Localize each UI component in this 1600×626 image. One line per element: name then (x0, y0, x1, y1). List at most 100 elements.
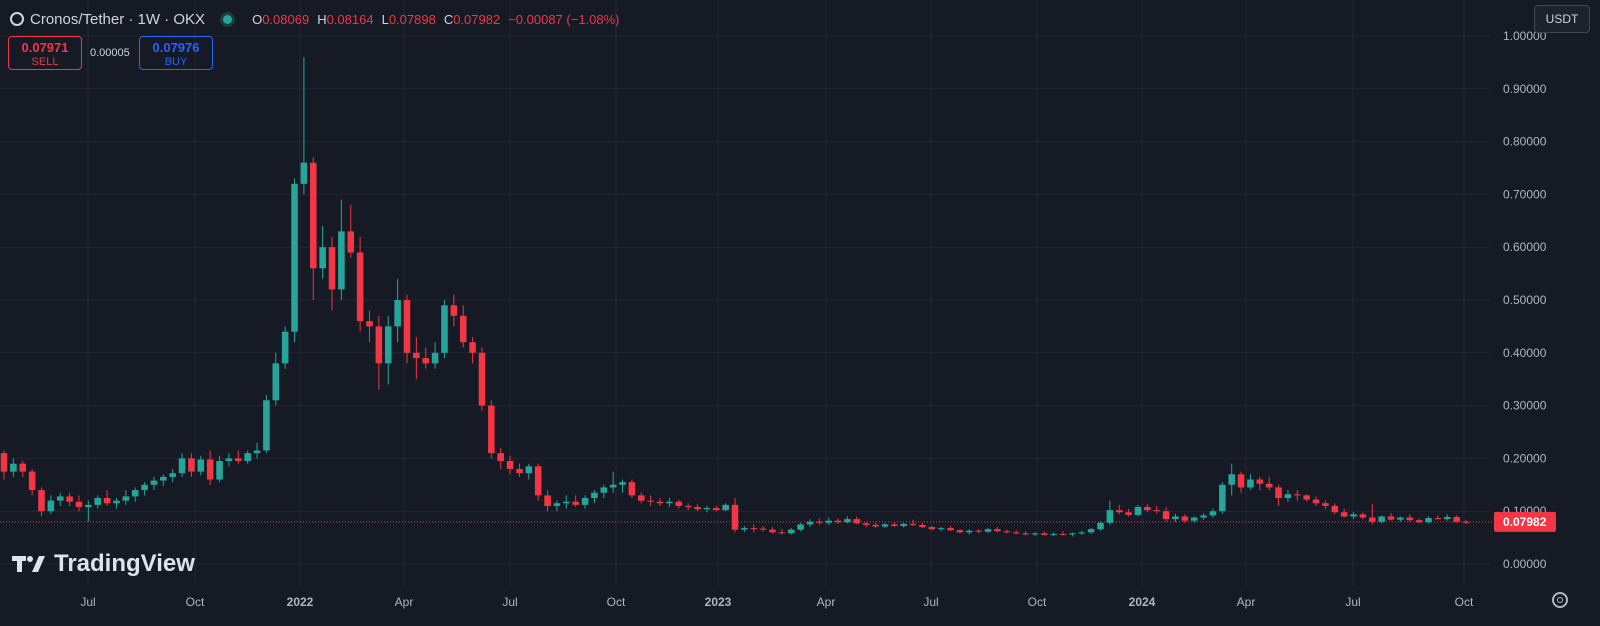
candle-body (1172, 516, 1179, 520)
candle-body (956, 530, 964, 533)
candle-body (1247, 479, 1254, 488)
candle-body (1434, 518, 1442, 520)
time-tick-label: Apr (1237, 595, 1256, 609)
candle-body (1040, 533, 1048, 535)
candle-body (85, 504, 92, 507)
candle-body (75, 501, 83, 507)
currency-selector[interactable]: USDT (1534, 5, 1590, 33)
candle-body (38, 490, 45, 512)
candle-body (431, 352, 439, 364)
candle-body (900, 523, 907, 526)
candle-body (947, 528, 954, 531)
candle-body (338, 231, 345, 290)
candle-body (1059, 533, 1067, 535)
price-tick-label: 0.00000 (1503, 557, 1547, 571)
time-tick-label: Apr (395, 595, 414, 609)
time-tick-label: Jul (80, 595, 95, 609)
candle-body (300, 162, 308, 184)
close-value: 0.07982 (453, 11, 501, 27)
time-tick-label: Apr (817, 595, 836, 609)
candle-body (638, 495, 645, 501)
candle-body (750, 528, 758, 530)
price-tick-label: 0.90000 (1503, 82, 1547, 96)
candle-body (1097, 522, 1104, 530)
candle-body (544, 495, 551, 506)
spread-value: 0.00005 (90, 47, 130, 59)
candle-body (413, 352, 420, 359)
buy-button[interactable]: 0.07976 BUY (139, 36, 213, 70)
candle-body (600, 487, 608, 493)
candle-body (1462, 521, 1470, 523)
time-tick-label: 2024 (1129, 595, 1156, 609)
candle-body (366, 321, 373, 327)
price-tick-label: 0.50000 (1503, 293, 1547, 307)
candle-body (141, 484, 148, 491)
candle-body (469, 342, 476, 353)
price-axis: 0.000000.100000.200000.300000.400000.500… (1503, 29, 1547, 571)
candle-body (216, 461, 223, 480)
candle-body (488, 405, 495, 454)
candle-body (47, 500, 55, 512)
svg-text:0.07982: 0.07982 (1503, 515, 1547, 529)
candle-body (347, 231, 355, 253)
price-tick-label: 0.30000 (1503, 399, 1547, 413)
last-price-tag: 0.07982 (1494, 511, 1556, 532)
symbol-title[interactable]: Cronos/Tether · 1W · OKX (30, 10, 206, 28)
candle-body (160, 476, 167, 481)
candle-body (1425, 518, 1432, 523)
price-tick-label: 0.60000 (1503, 240, 1547, 254)
candle-body (394, 300, 401, 327)
candle-body (206, 459, 214, 480)
candle-body (272, 363, 280, 401)
candle-body (1369, 517, 1376, 522)
sell-price: 0.07971 (21, 40, 69, 55)
candle-body (1322, 503, 1329, 506)
candle-body (178, 458, 186, 474)
candle-body (253, 450, 261, 454)
candle-body (291, 183, 298, 332)
candle-body (628, 482, 636, 496)
candle-body (478, 352, 486, 406)
candle-body (328, 247, 336, 290)
candle-body (450, 305, 458, 316)
candle-body (225, 458, 233, 462)
candle-body (703, 508, 711, 510)
candle-body (0, 453, 8, 472)
candle-body (1397, 517, 1404, 520)
candle-body (66, 496, 73, 502)
candle-body (244, 453, 251, 462)
candle-body (10, 463, 17, 472)
candle-body (825, 520, 832, 523)
chart-grid (0, 0, 1490, 586)
candle-body (263, 400, 270, 451)
candle-body (919, 524, 926, 528)
candle-body (309, 162, 317, 269)
candle-body (1115, 510, 1123, 513)
candle-body (1134, 506, 1142, 515)
candle-body (937, 528, 945, 530)
sell-button[interactable]: 0.07971 SELL (8, 36, 82, 70)
candle-body (759, 528, 767, 530)
candle-body (881, 524, 889, 527)
candle-body (787, 529, 795, 534)
candle-body (103, 498, 111, 504)
settings-gear-icon[interactable] (1552, 592, 1568, 608)
candle-body (731, 504, 739, 530)
candle-body (113, 500, 120, 504)
close-label: C (443, 11, 454, 27)
candle-body (872, 524, 879, 527)
candle-body (666, 501, 673, 504)
candle-body (1050, 533, 1057, 535)
candle-body (553, 503, 561, 506)
symbol-header: Cronos/Tether · 1W · OKX O0.08069 H0.081… (10, 9, 620, 29)
candle-body (1181, 516, 1189, 521)
candle-body (769, 529, 776, 533)
candle-body (797, 524, 804, 530)
candle-body (188, 458, 195, 472)
candles (0, 57, 1470, 537)
candle-body (994, 529, 1001, 532)
candle-body (778, 532, 786, 534)
candle-body (844, 519, 851, 523)
candle-body (928, 527, 936, 530)
